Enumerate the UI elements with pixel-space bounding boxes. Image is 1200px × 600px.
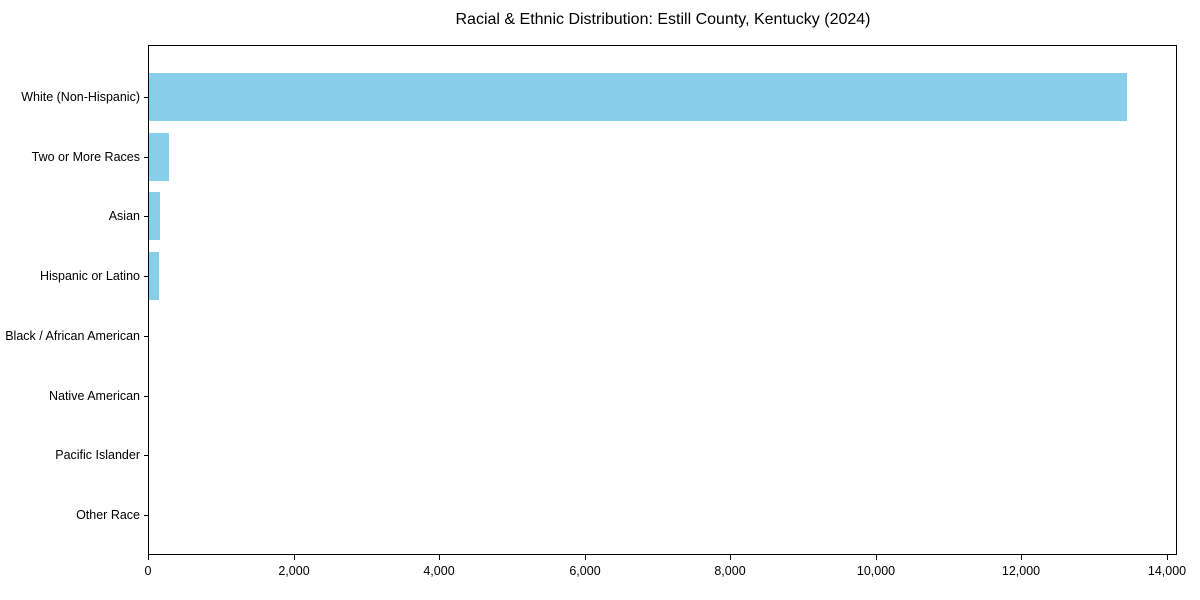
y-axis-label-black-african-american: Black / African American <box>5 329 140 343</box>
y-axis-label-asian: Asian <box>108 209 140 223</box>
x-tick-8000 <box>730 555 731 560</box>
x-axis-label-4000: 4,000 <box>423 564 455 578</box>
y-axis-label-two-or-more-races: Two or More Races <box>31 150 140 164</box>
bar-white-non-hispanic <box>149 73 1128 121</box>
y-axis-label-hispanic-or-latino: Hispanic or Latino <box>39 269 140 283</box>
x-axis-label-10000: 10,000 <box>856 564 896 578</box>
y-axis-label-pacific-islander: Pacific Islander <box>55 448 140 462</box>
y-tick-pacific-islander <box>144 455 148 456</box>
x-axis-label-0: 0 <box>144 564 152 578</box>
y-tick-native-american <box>144 396 148 397</box>
y-axis-label-other-race: Other Race <box>76 508 140 522</box>
y-tick-other-race <box>144 515 148 516</box>
y-axis-label-white-non-hispanic: White (Non-Hispanic) <box>21 90 140 104</box>
x-tick-12000 <box>1021 555 1022 560</box>
x-tick-10000 <box>876 555 877 560</box>
bar-two-or-more-races <box>149 132 170 181</box>
bar-hispanic-or-latino <box>149 252 159 301</box>
y-tick-white-non-hispanic <box>144 97 148 98</box>
y-tick-black-african-american <box>144 336 148 337</box>
chart-title: Racial & Ethnic Distribution: Estill Cou… <box>455 11 871 28</box>
x-axis-label-2000: 2,000 <box>278 564 310 578</box>
x-axis-label-8000: 8,000 <box>714 564 746 578</box>
x-tick-0 <box>148 555 149 560</box>
y-tick-asian <box>144 216 148 217</box>
x-tick-2000 <box>294 555 295 560</box>
x-tick-4000 <box>439 555 440 560</box>
y-tick-two-or-more-races <box>144 157 148 158</box>
x-tick-6000 <box>585 555 586 560</box>
bar-asian <box>149 192 160 241</box>
x-tick-14000 <box>1167 555 1168 560</box>
x-axis-label-6000: 6,000 <box>569 564 601 578</box>
plot-area <box>148 45 1177 555</box>
y-axis-label-native-american: Native American <box>48 389 140 403</box>
x-axis-label-14000: 14,000 <box>1147 564 1187 578</box>
y-tick-hispanic-or-latino <box>144 276 148 277</box>
x-axis-label-12000: 12,000 <box>1001 564 1041 578</box>
